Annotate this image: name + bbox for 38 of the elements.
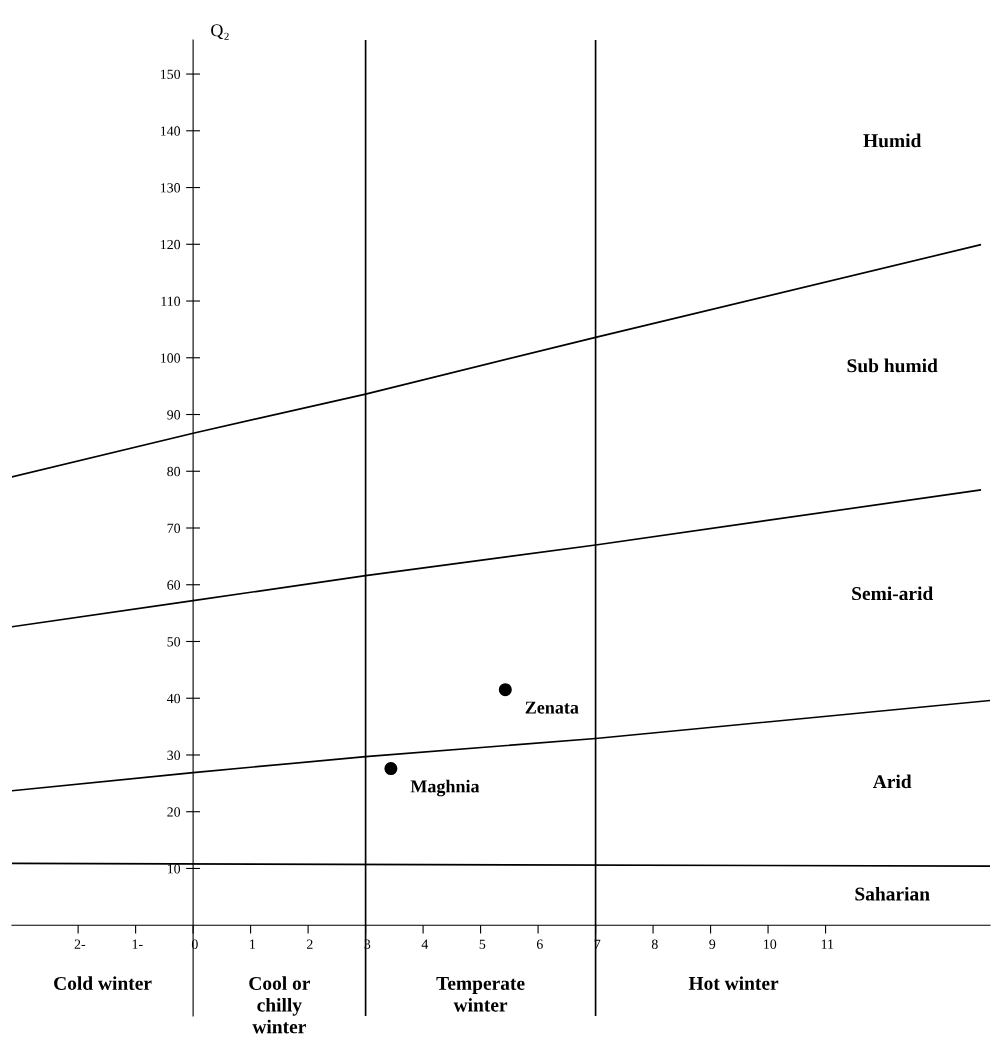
y-tick-label: 60 [167, 580, 181, 590]
annotation: Sub humid [847, 358, 938, 373]
y-tick-label: 40 [166, 693, 181, 704]
y-tick-label: 80 [167, 466, 181, 477]
annotation: Arid [872, 774, 912, 789]
x-tick-label: 1 [250, 939, 255, 949]
y-tick-label: 50 [167, 637, 181, 647]
x-tick-label: 1- [132, 939, 143, 949]
annotation: Maghnia [410, 779, 480, 797]
annotation: Cool or chilly winter [249, 976, 310, 1034]
x-tick-label: 6 [536, 939, 543, 949]
annotation: Semi-arid [852, 586, 934, 601]
y-tick-label: 30 [167, 750, 181, 760]
y-tick-label: 150 [161, 69, 181, 79]
y-tick-label: 120 [161, 239, 181, 250]
x-tick-label: 5 [479, 939, 486, 949]
y-tick-label: 140 [161, 126, 181, 136]
y-tick-label: 10 [167, 864, 181, 874]
y-tick-label: 130 [161, 183, 181, 193]
y-axis-title: Q₂ [211, 24, 229, 40]
y-tick-label: 90 [167, 410, 181, 420]
x-tick-label: 9 [709, 939, 716, 949]
x-tick-label: 4 [421, 939, 429, 949]
x-tick-label: 8 [651, 939, 658, 949]
annotation: Humid [863, 133, 922, 148]
y-tick-label: 110 [161, 296, 181, 306]
annotation: Saharian [855, 886, 930, 901]
x-tick-label: 2 [306, 939, 313, 949]
y-tick-label: 70 [167, 523, 181, 533]
y-tick-label: 100 [161, 353, 181, 363]
x-tick-label: 10 [764, 939, 777, 949]
x-tick-label: 11 [821, 939, 834, 949]
annotation: Temperate winter [436, 977, 525, 1012]
x-tick-label: 2- [74, 939, 86, 949]
y-tick-label: 20 [167, 807, 181, 817]
annotation: Zenata [525, 701, 579, 714]
annotation: Cold winter [54, 976, 152, 990]
annotation: Hot winter [688, 976, 779, 990]
